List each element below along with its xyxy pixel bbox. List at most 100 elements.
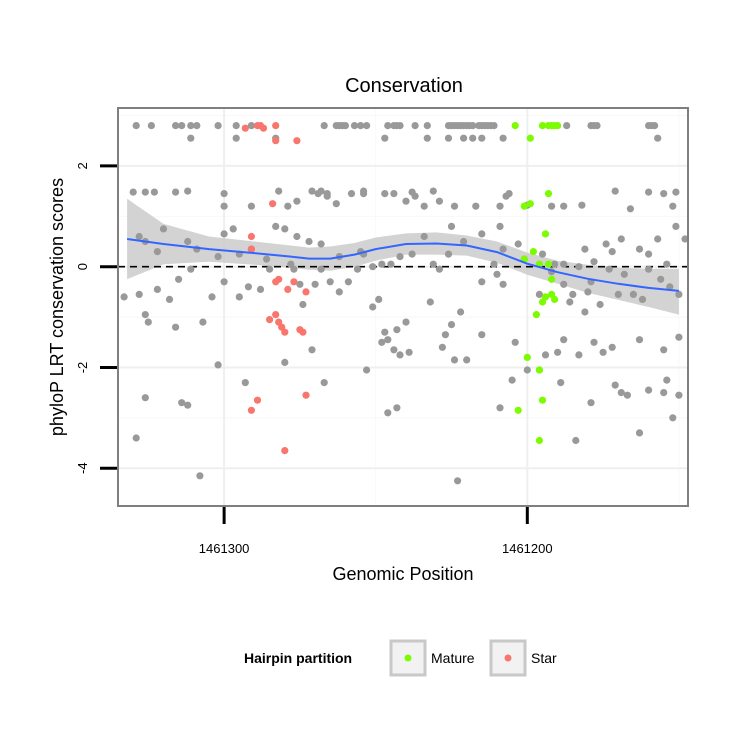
data-point-other xyxy=(317,265,325,273)
data-point-other xyxy=(435,197,443,205)
data-point-other xyxy=(232,134,240,142)
data-point-other xyxy=(396,122,404,130)
data-point-other xyxy=(390,190,398,198)
smooth-line-layer xyxy=(126,238,679,292)
data-point-other xyxy=(305,237,313,246)
data-point-star xyxy=(259,124,268,132)
data-point-mature xyxy=(535,366,544,374)
data-point-other xyxy=(663,260,671,268)
data-point-other xyxy=(463,356,471,364)
data-point-other xyxy=(308,346,316,354)
data-point-other xyxy=(645,265,653,273)
data-point-other xyxy=(478,278,486,286)
smooth-line xyxy=(126,238,679,292)
data-point-other xyxy=(541,351,550,359)
data-point-other xyxy=(320,122,328,130)
data-point-mature xyxy=(554,122,562,130)
data-point-other xyxy=(635,245,644,253)
data-point-other xyxy=(132,122,140,130)
data-point-other xyxy=(184,401,192,409)
y-axis-ticks: -4 -2 0 2 xyxy=(75,162,117,474)
data-point-other xyxy=(178,122,186,130)
data-point-other xyxy=(478,134,486,142)
data-point-other xyxy=(214,361,222,369)
data-point-other xyxy=(587,399,595,407)
data-point-other xyxy=(635,429,644,437)
data-point-star xyxy=(290,278,298,286)
data-point-other xyxy=(575,351,583,359)
data-point-other xyxy=(402,318,410,326)
data-point-other xyxy=(596,300,604,309)
data-point-other xyxy=(657,275,665,283)
data-point-other xyxy=(429,260,437,268)
x-tick-label: 1461300 xyxy=(199,541,250,556)
data-point-other xyxy=(135,290,143,298)
data-point-other xyxy=(196,472,204,480)
data-point-other xyxy=(411,192,419,200)
data-point-other xyxy=(566,298,574,306)
y-axis-label: phyloP LRT conservation scores xyxy=(47,178,67,436)
data-point-other xyxy=(457,308,465,316)
data-point-other xyxy=(663,376,671,384)
data-point-other xyxy=(444,134,453,142)
chart-title: Conservation xyxy=(345,75,463,97)
legend-label-mature: Mature xyxy=(431,650,475,666)
data-point-other xyxy=(284,202,292,210)
data-point-other xyxy=(438,343,446,351)
data-point-other xyxy=(335,288,343,296)
data-point-other xyxy=(393,326,401,334)
data-point-other xyxy=(369,263,377,271)
data-point-other xyxy=(645,386,653,394)
data-point-other xyxy=(623,391,632,399)
data-point-star xyxy=(247,406,255,414)
data-point-other xyxy=(575,263,583,271)
data-point-mature xyxy=(526,200,534,208)
data-point-other xyxy=(184,187,192,195)
data-point-other xyxy=(232,122,240,130)
data-point-other xyxy=(405,348,413,356)
data-point-other xyxy=(165,295,174,303)
data-point-other xyxy=(560,336,568,344)
data-point-other xyxy=(153,285,161,293)
data-point-other xyxy=(581,245,589,253)
panel-border xyxy=(117,107,689,507)
legend-star-dot xyxy=(504,654,512,662)
data-point-mature xyxy=(514,406,522,414)
data-point-other xyxy=(141,394,149,402)
data-point-other xyxy=(187,134,195,142)
data-point-other xyxy=(384,409,392,417)
data-point-other xyxy=(469,134,477,142)
data-point-other xyxy=(423,134,431,142)
data-point-mature xyxy=(523,353,531,361)
data-point-other xyxy=(572,436,580,445)
data-point-other xyxy=(454,477,462,485)
data-point-star xyxy=(272,311,280,319)
data-point-other xyxy=(629,290,638,298)
data-point-other xyxy=(344,278,352,286)
data-point-other xyxy=(150,188,158,196)
data-point-other xyxy=(357,122,365,130)
data-point-other xyxy=(381,190,389,198)
data-point-other xyxy=(220,190,228,198)
data-point-other xyxy=(175,275,183,283)
data-point-other xyxy=(420,232,428,241)
data-point-other xyxy=(611,381,619,389)
data-point-other xyxy=(426,298,434,306)
data-point-mature xyxy=(541,293,550,301)
data-point-other xyxy=(472,202,480,210)
data-point-other xyxy=(378,260,386,268)
legend-mature-dot xyxy=(404,654,412,662)
data-point-other xyxy=(429,187,437,195)
data-point-other xyxy=(220,230,228,238)
data-point-other xyxy=(608,248,616,256)
data-point-other xyxy=(275,187,283,195)
data-point-other xyxy=(590,258,598,266)
data-point-other xyxy=(557,379,565,387)
data-point-other xyxy=(396,253,404,261)
data-point-other xyxy=(369,303,377,311)
data-points xyxy=(120,122,689,485)
data-point-other xyxy=(620,270,628,278)
data-point-other xyxy=(411,122,419,130)
x-axis-ticks: 1461300 1461200 xyxy=(199,507,553,556)
